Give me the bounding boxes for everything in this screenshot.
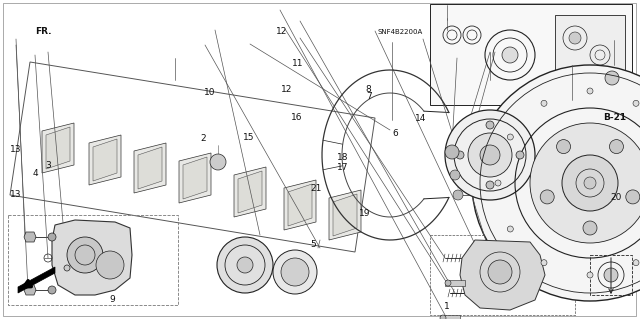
Bar	[445, 280, 465, 286]
Polygon shape	[42, 123, 74, 173]
Circle shape	[587, 88, 593, 94]
Circle shape	[273, 250, 317, 294]
Circle shape	[64, 265, 70, 271]
Text: 14: 14	[415, 115, 426, 123]
Polygon shape	[234, 167, 266, 217]
Circle shape	[626, 190, 640, 204]
Circle shape	[210, 154, 226, 170]
Text: 4: 4	[33, 169, 38, 178]
Circle shape	[583, 221, 597, 235]
Circle shape	[557, 140, 570, 153]
Circle shape	[633, 100, 639, 106]
Text: 5: 5	[311, 240, 316, 249]
Polygon shape	[179, 153, 211, 203]
Circle shape	[456, 151, 464, 159]
Circle shape	[468, 133, 512, 177]
Text: SNF4B2200A: SNF4B2200A	[378, 29, 422, 35]
Polygon shape	[134, 143, 166, 193]
Circle shape	[569, 32, 581, 44]
Circle shape	[541, 100, 547, 106]
Circle shape	[217, 237, 273, 293]
Polygon shape	[555, 15, 625, 85]
Polygon shape	[46, 127, 70, 169]
Bar	[430, 4, 632, 105]
Text: 10: 10	[204, 88, 216, 97]
Circle shape	[508, 134, 513, 140]
Circle shape	[48, 286, 56, 294]
Polygon shape	[333, 194, 357, 236]
Circle shape	[605, 71, 619, 85]
Circle shape	[48, 233, 56, 241]
Circle shape	[96, 251, 124, 279]
Text: B-21: B-21	[603, 113, 626, 122]
Circle shape	[486, 181, 494, 189]
Circle shape	[488, 260, 512, 284]
Circle shape	[472, 65, 640, 301]
Circle shape	[540, 190, 554, 204]
Text: 12: 12	[281, 85, 292, 94]
Polygon shape	[18, 267, 55, 293]
Polygon shape	[329, 190, 361, 240]
Circle shape	[453, 190, 463, 200]
Circle shape	[450, 170, 460, 180]
Bar	[8, 215, 178, 305]
Circle shape	[541, 260, 547, 266]
Polygon shape	[460, 240, 545, 310]
Circle shape	[587, 272, 593, 278]
Text: 13: 13	[10, 190, 22, 199]
Text: 20: 20	[610, 193, 621, 202]
Polygon shape	[288, 184, 312, 226]
Polygon shape	[183, 157, 207, 199]
Circle shape	[609, 140, 623, 153]
Circle shape	[508, 226, 513, 232]
Circle shape	[530, 123, 640, 243]
Text: 9: 9	[109, 295, 115, 304]
Polygon shape	[238, 171, 262, 213]
Text: FR.: FR.	[35, 27, 52, 36]
Text: 3: 3	[45, 161, 51, 170]
Circle shape	[67, 237, 103, 273]
Polygon shape	[89, 135, 121, 185]
Text: 1: 1	[444, 302, 449, 311]
Circle shape	[633, 260, 639, 266]
Polygon shape	[284, 180, 316, 230]
Bar	[430, 235, 575, 315]
Text: 11: 11	[292, 59, 303, 68]
Polygon shape	[93, 139, 117, 181]
Polygon shape	[24, 285, 36, 295]
Text: 18: 18	[337, 153, 349, 162]
Text: 19: 19	[359, 209, 371, 218]
Polygon shape	[52, 220, 132, 295]
Text: 7: 7	[366, 92, 371, 101]
Circle shape	[281, 258, 309, 286]
Bar	[590, 255, 632, 295]
Circle shape	[445, 280, 451, 286]
Circle shape	[604, 268, 618, 282]
Polygon shape	[138, 147, 162, 189]
Circle shape	[480, 145, 500, 165]
Text: 15: 15	[243, 133, 254, 142]
Text: 2: 2	[201, 134, 206, 143]
Circle shape	[486, 121, 494, 129]
Text: 12: 12	[276, 27, 287, 36]
Polygon shape	[24, 232, 36, 242]
Bar	[440, 315, 460, 319]
Circle shape	[502, 47, 518, 63]
Text: 17: 17	[337, 163, 349, 172]
Text: 6: 6	[393, 130, 398, 138]
Text: 13: 13	[10, 145, 22, 154]
Circle shape	[445, 145, 459, 159]
Circle shape	[495, 180, 501, 186]
Circle shape	[237, 257, 253, 273]
Circle shape	[516, 151, 524, 159]
Circle shape	[584, 177, 596, 189]
Text: 21: 21	[310, 184, 322, 193]
Circle shape	[562, 155, 618, 211]
Text: 8: 8	[366, 85, 371, 94]
Text: 16: 16	[291, 113, 302, 122]
Circle shape	[440, 315, 446, 319]
Circle shape	[445, 110, 535, 200]
